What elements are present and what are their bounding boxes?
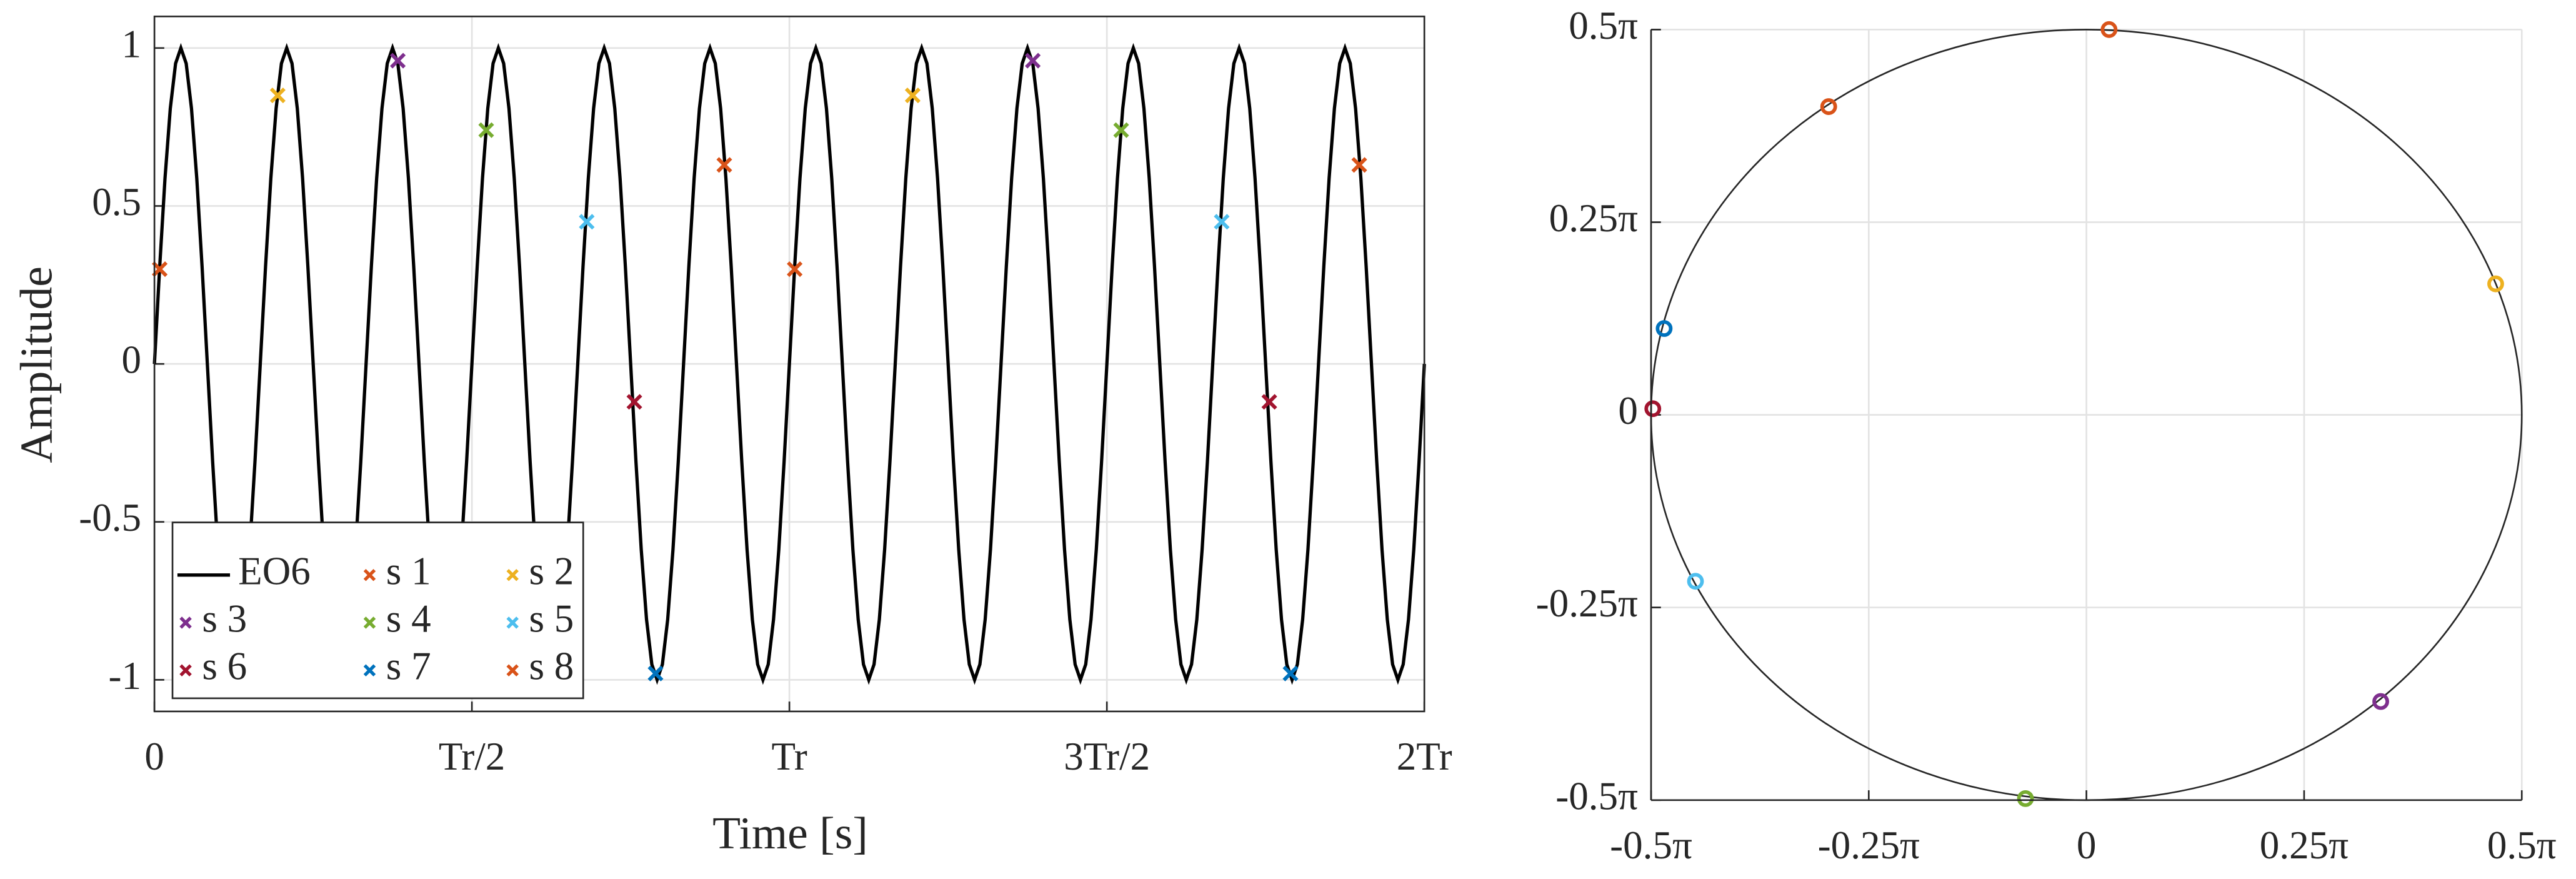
legend-label: s 2 [529, 549, 574, 593]
legend-label: s 1 [386, 549, 431, 593]
legend-label: s 5 [529, 597, 574, 641]
marker [787, 261, 803, 278]
marker [1261, 394, 1277, 410]
marker-stroke [579, 214, 595, 230]
marker-stroke [179, 616, 192, 629]
y-tick-label: -0.25π [1536, 581, 1638, 625]
marker-stroke [363, 616, 376, 629]
axes-box [153, 15, 1425, 713]
marker-stroke [506, 616, 519, 629]
marker [1644, 400, 1662, 418]
x-tick-label: Tr/2 [439, 735, 505, 778]
legend-swatch [179, 616, 192, 629]
marker-stroke [1261, 394, 1277, 410]
marker-stroke [363, 664, 376, 676]
legend-swatch [363, 664, 376, 676]
marker [478, 122, 494, 138]
marker-stroke [179, 664, 192, 676]
marker [626, 394, 642, 410]
y-tick-label: -1 [109, 654, 142, 698]
marker-stroke [1025, 53, 1041, 69]
x-tick-label: -0.5π [1610, 823, 1692, 867]
marker-stroke [363, 569, 376, 581]
marker [1214, 214, 1230, 230]
marker-stroke [1113, 122, 1129, 138]
marker-stroke [787, 261, 803, 278]
marker [1820, 98, 1837, 115]
y-tick-label: 1 [122, 22, 142, 66]
y-tick-label: -0.5π [1555, 774, 1638, 818]
legend-label: EO6 [238, 549, 311, 593]
y-tick-label: 0.25π [1549, 196, 1638, 240]
legend-label: s 7 [386, 645, 431, 688]
legend-swatch [179, 664, 192, 676]
marker [1113, 122, 1129, 138]
legend-swatch [506, 569, 519, 581]
marker-stroke [904, 88, 921, 104]
marker [2487, 275, 2504, 293]
marker [904, 88, 921, 104]
marker-stroke [506, 569, 519, 581]
legend-swatch [363, 616, 376, 629]
marker [2372, 693, 2389, 710]
marker [579, 214, 595, 230]
marker-stroke [1282, 665, 1299, 681]
marker-stroke [647, 665, 664, 681]
marker [647, 665, 664, 681]
y-tick-label: 0 [122, 338, 142, 382]
legend-label: s 6 [202, 645, 247, 688]
x-tick-label: 3Tr/2 [1064, 735, 1150, 778]
marker-stroke [1351, 157, 1367, 173]
marker-stroke [269, 88, 286, 104]
legend-label: s 3 [202, 597, 247, 641]
line [152, 43, 1426, 685]
y-tick-label: 0.5π [1569, 4, 1638, 48]
marker [1025, 53, 1041, 69]
x-tick-label: 2Tr [1397, 735, 1452, 778]
y-tick-label: 0 [1618, 389, 1638, 433]
marker [1282, 665, 1299, 681]
legend-swatch [506, 664, 519, 676]
marker-stroke [716, 157, 732, 173]
marker [1655, 320, 1673, 337]
y-axis-label: Amplitude [11, 266, 62, 463]
y-tick-label: -0.5 [79, 496, 141, 540]
marker [2100, 21, 2118, 38]
legend-label: s 4 [386, 597, 431, 641]
legend-swatch [506, 616, 519, 629]
x-tick-label: 0.25π [2260, 823, 2349, 867]
x-tick-label: -0.25π [1818, 823, 1920, 867]
marker [1351, 157, 1367, 173]
x-tick-label: Tr [771, 735, 807, 778]
marker [152, 261, 168, 278]
marker-stroke [478, 122, 494, 138]
marker [269, 88, 286, 104]
x-tick-label: 0 [144, 735, 164, 778]
x-tick-label: 0.5π [2487, 823, 2557, 867]
y-tick-label: 0.5 [92, 180, 141, 224]
marker [390, 53, 406, 69]
legend-label: s 8 [529, 645, 574, 688]
marker-stroke [1214, 214, 1230, 230]
legend-swatch [363, 569, 376, 581]
marker-stroke [506, 664, 519, 676]
marker [716, 157, 732, 173]
x-axis-label: Time [s] [712, 807, 868, 858]
x-tick-label: 0 [2077, 823, 2097, 867]
marker [2017, 790, 2034, 807]
marker-stroke [152, 261, 168, 278]
marker-stroke [626, 394, 642, 410]
marker-stroke [390, 53, 406, 69]
marker [1687, 573, 1704, 590]
